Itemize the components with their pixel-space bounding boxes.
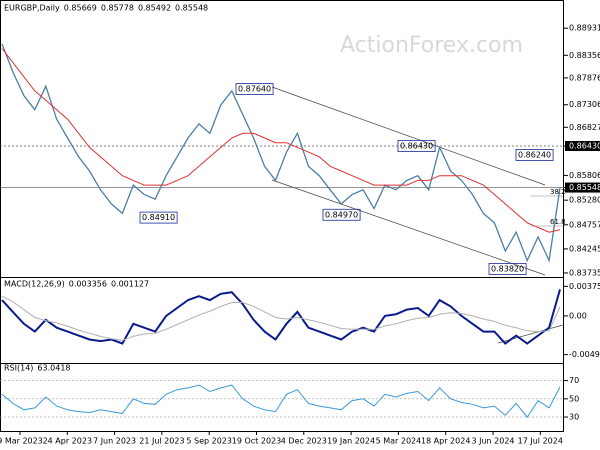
annotation-label: 0.84910 <box>142 213 175 222</box>
y-tick-label: 0.85280 <box>569 196 600 205</box>
series-line <box>1 295 561 341</box>
y-tick-label: 0.85548 <box>569 183 600 192</box>
y-tick-label: 0.86430 <box>569 142 600 151</box>
header-value: 0.003356 <box>69 280 107 289</box>
channel-line <box>271 179 546 276</box>
y-tick-label: 0.85806 <box>569 171 600 180</box>
series-line <box>1 384 561 418</box>
y-tick-label: 0.87306 <box>569 100 600 109</box>
y-tick-label: 0.00375 <box>569 282 600 291</box>
x-tick-label: 17 Jul 2024 <box>518 437 563 446</box>
channel-line <box>271 86 546 186</box>
x-tick-label: 7 Jun 2023 <box>93 437 136 446</box>
y-tick-label: 50 <box>569 394 579 403</box>
annotation-box <box>322 208 361 221</box>
header-value: 0.85778 <box>101 4 134 13</box>
y-tick-label: 0.88931 <box>569 24 600 33</box>
x-tick-label: 18 Apr 2024 <box>421 437 470 446</box>
annotation-box <box>235 83 274 95</box>
header-value: 0.85492 <box>138 4 171 13</box>
header-value: 63.0418 <box>37 364 70 373</box>
x-tick-label: 24 Apr 2023 <box>43 437 92 446</box>
header-value: 0.001127 <box>111 280 149 289</box>
x-tick-label: 21 Jul 2023 <box>139 437 184 446</box>
header-value: 0.85548 <box>175 4 208 13</box>
series-line <box>1 289 561 345</box>
x-tick-label: 5 Mar 2024 <box>376 437 422 446</box>
annotation-label: 0.83820 <box>491 264 524 273</box>
frame <box>0 0 564 432</box>
annotation-box <box>139 211 178 224</box>
x-tick-label: 4 Dec 2023 <box>281 437 327 446</box>
y-tick-label: 0.87876 <box>569 73 600 82</box>
fib-label: 61.8 <box>550 218 566 226</box>
annotation-label: 0.84970 <box>325 210 358 219</box>
y-tick-label: 0.00 <box>569 311 587 320</box>
annotation-box <box>488 263 527 275</box>
price-label-box <box>565 141 600 152</box>
y-tick-label: -0.004921 <box>569 350 600 359</box>
y-tick-label: 0.88356 <box>569 51 600 60</box>
y-tick-label: 0.84757 <box>569 220 600 229</box>
x-tick-label: 19 Jan 2024 <box>327 437 375 446</box>
y-tick-label: 0.83735 <box>569 268 600 277</box>
fib-label: 38.2 <box>550 188 566 196</box>
annotation-box <box>515 149 554 161</box>
x-tick-label: 3 Jun 2024 <box>471 437 514 446</box>
y-tick-label: 0.84245 <box>569 244 600 253</box>
annotation-label: 0.86240 <box>518 150 551 159</box>
annotation-label: 0.87640 <box>238 85 271 94</box>
price-label-box <box>565 182 600 193</box>
series-line <box>1 43 561 263</box>
header-value: 0.85669 <box>64 4 97 13</box>
y-tick-label: 0.86827 <box>569 123 600 132</box>
y-tick-label: 30 <box>569 413 579 422</box>
panel-title: MACD(12,26,9) <box>4 280 65 289</box>
x-tick-label: 19 Oct 2023 <box>232 437 281 446</box>
x-tick-label: 9 Mar 2023 <box>0 437 43 446</box>
annotation-box <box>397 140 436 152</box>
annotation-label: 0.86430 <box>400 142 433 151</box>
series-line <box>1 48 561 233</box>
watermark: ActionForex.com <box>340 33 523 58</box>
y-tick-label: 70 <box>569 376 579 385</box>
panel-title: EURGBP,Daily <box>4 4 60 13</box>
panel-title: RSI(14) <box>4 364 33 373</box>
x-tick-label: 5 Sep 2023 <box>186 437 232 446</box>
